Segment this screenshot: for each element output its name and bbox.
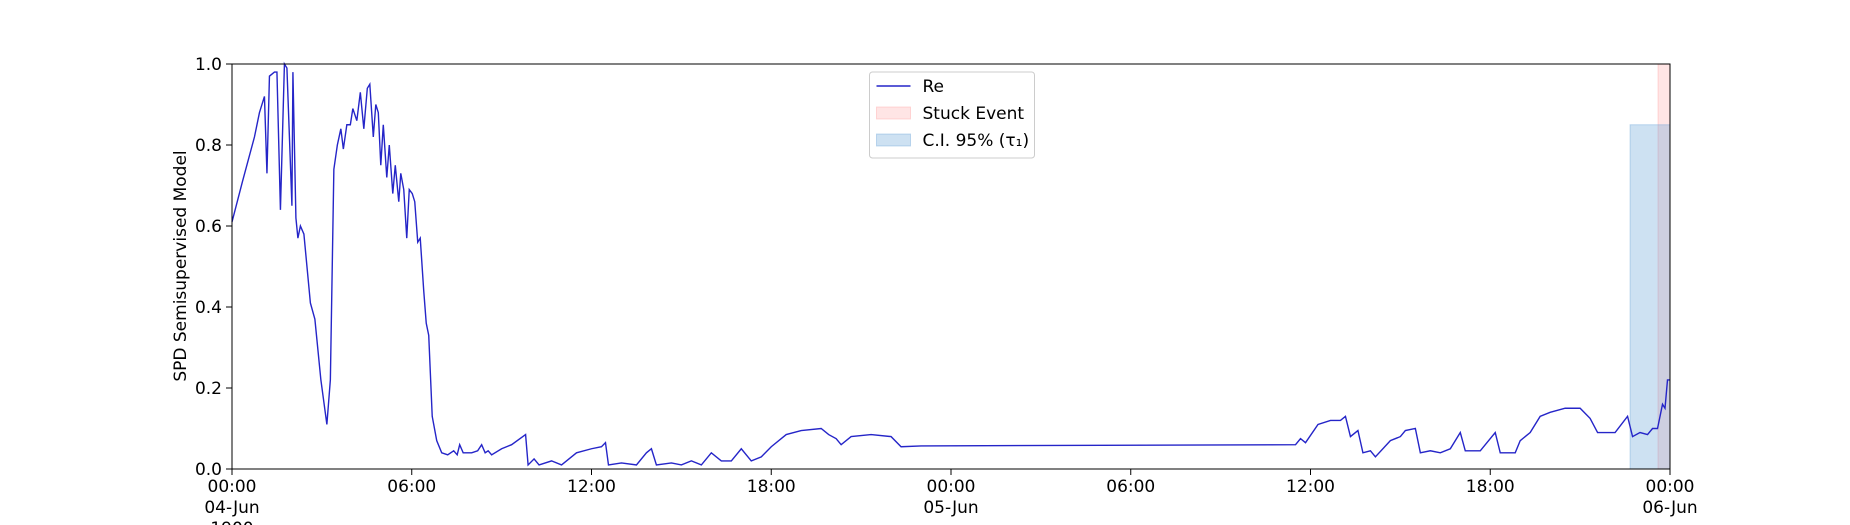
x-tick-label: 18:00	[1466, 477, 1515, 497]
y-tick-label: 0.2	[195, 379, 222, 399]
x-tick-label: 06:00	[387, 477, 436, 497]
legend-swatch	[876, 106, 911, 120]
x-tick-label: 18:00	[747, 477, 796, 497]
legend-label: C.I. 95% (τ₁)	[923, 131, 1030, 151]
span	[1629, 124, 1671, 470]
x-tick-label: 12:00	[567, 477, 616, 497]
line	[231, 61, 1670, 467]
legend-label: Re	[923, 77, 945, 97]
y-tick-label: 0.4	[195, 298, 222, 318]
y-axis-label: SPD Semisupervised Model	[171, 150, 191, 381]
y-tick-label: 0.0	[195, 460, 222, 480]
y-tick-label: 1.0	[195, 55, 222, 75]
x-tick-label: 00:00 05-Jun	[923, 477, 978, 518]
x-tick-label: 00:00 06-Jun	[1642, 477, 1697, 518]
y-tick-label: 0.6	[195, 217, 222, 237]
legend-label: Stuck Event	[923, 104, 1025, 124]
x-tick-label: 12:00	[1286, 477, 1335, 497]
legend-box	[869, 71, 1035, 159]
x-tick-label: 06:00	[1106, 477, 1155, 497]
y-tick-label: 0.8	[195, 136, 222, 156]
legend-swatch	[876, 133, 911, 147]
